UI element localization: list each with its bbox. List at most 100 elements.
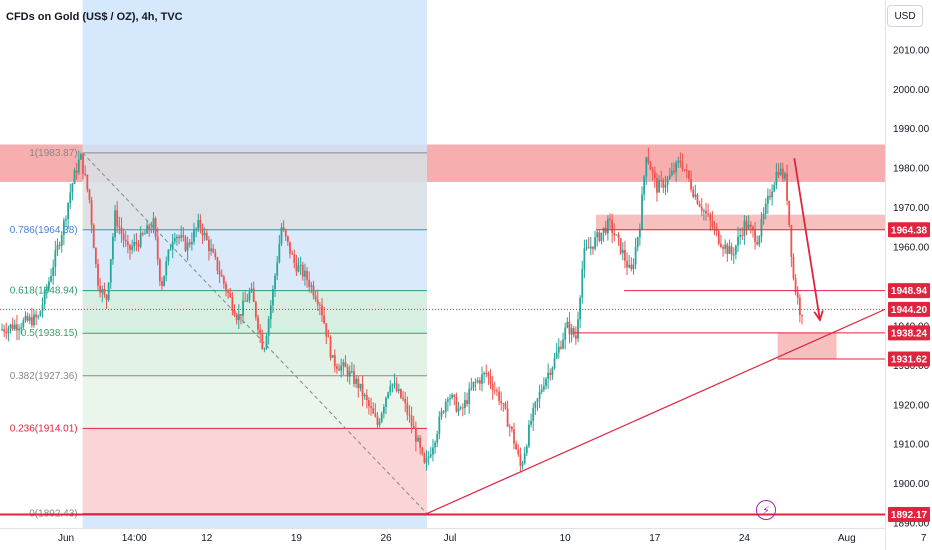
candle-body xyxy=(229,292,232,298)
candle-body xyxy=(796,292,799,298)
candle-body xyxy=(662,180,665,188)
candle-body xyxy=(389,386,392,393)
candle-body xyxy=(195,228,198,230)
time-axis-bg xyxy=(0,528,885,550)
candle-body xyxy=(56,244,59,251)
candle-body xyxy=(478,380,481,384)
candle-body xyxy=(790,225,793,258)
candle-body xyxy=(508,426,511,428)
candle-body xyxy=(466,400,468,404)
candle-body xyxy=(707,213,710,215)
candle-body xyxy=(141,232,144,235)
price-tick-label: 2000.00 xyxy=(893,85,930,96)
fib-band-0.382 xyxy=(82,375,427,429)
candle-body xyxy=(312,285,315,296)
candle-body xyxy=(615,234,618,236)
candle-body xyxy=(487,373,490,377)
candle-body xyxy=(530,420,532,425)
candle-body xyxy=(146,225,148,234)
candle-body xyxy=(596,232,599,238)
candle-body xyxy=(705,210,707,214)
lightning-icon[interactable]: ⚡ xyxy=(756,500,776,520)
candle-body xyxy=(39,311,42,317)
candle-body xyxy=(724,244,727,249)
candle-body xyxy=(291,253,294,255)
candle-body xyxy=(374,413,377,417)
price-tick-label: 1960.00 xyxy=(893,243,930,254)
zone-support-box xyxy=(777,332,837,359)
candle-body xyxy=(752,226,754,231)
candle-body xyxy=(589,246,592,249)
candle-body xyxy=(536,398,539,403)
price-tick-label: 1910.00 xyxy=(893,440,930,451)
candle-body xyxy=(711,220,714,227)
candle-body xyxy=(182,235,185,238)
candle-body xyxy=(624,249,626,261)
time-tick-label: Aug xyxy=(838,533,856,544)
candle-body xyxy=(278,243,281,263)
price-tag-bg xyxy=(888,301,930,317)
candle-body xyxy=(564,327,567,340)
candle-body xyxy=(594,237,596,249)
candle-body xyxy=(397,389,400,391)
candle-body xyxy=(604,227,607,234)
candle-body xyxy=(13,324,16,330)
candle-body xyxy=(632,264,635,270)
projection-arrow-head xyxy=(813,310,824,323)
candle-body xyxy=(178,236,180,238)
time-tick-label: 12 xyxy=(201,533,213,544)
candle-body xyxy=(621,249,624,254)
candle-body xyxy=(340,365,343,371)
candle-body xyxy=(438,416,441,434)
candle-body xyxy=(163,275,166,286)
price-tick-label: 1980.00 xyxy=(893,164,930,175)
fib-diagonal xyxy=(82,152,428,514)
candle-body xyxy=(252,288,255,302)
range-box-top xyxy=(82,0,427,153)
candle-body xyxy=(382,407,385,414)
candle-body xyxy=(214,252,217,258)
candle-body xyxy=(666,178,669,185)
candle-body xyxy=(461,407,464,409)
candle-body xyxy=(410,415,413,426)
candle-body xyxy=(720,243,722,247)
candle-body xyxy=(368,400,370,407)
candle-body xyxy=(18,328,20,331)
candle-body xyxy=(139,232,142,247)
candle-body xyxy=(65,219,67,221)
candle-body xyxy=(274,275,276,289)
candle-body xyxy=(766,195,769,204)
candle-body xyxy=(510,426,513,430)
currency-button[interactable]: USD xyxy=(887,5,923,27)
candle-body xyxy=(276,262,279,276)
candle-body xyxy=(489,376,492,384)
candle-body xyxy=(310,285,313,287)
candle-body xyxy=(338,368,340,371)
candle-body xyxy=(709,214,712,221)
candle-body xyxy=(197,219,200,229)
candle-body xyxy=(387,392,390,398)
candle-body xyxy=(60,235,63,246)
candle-body xyxy=(263,348,266,350)
fib-band-0.5 xyxy=(82,333,427,376)
candle-body xyxy=(11,324,14,330)
candle-body xyxy=(122,233,125,241)
candle-body xyxy=(52,267,55,276)
candle-body xyxy=(370,406,372,409)
candle-body xyxy=(75,170,78,173)
candle-body xyxy=(611,220,614,233)
candle-body xyxy=(451,394,454,399)
candle-body xyxy=(212,248,215,253)
candle-body xyxy=(342,362,345,366)
candle-body xyxy=(555,352,558,359)
candle-body xyxy=(414,427,417,442)
candle-body xyxy=(538,392,541,399)
candle-body xyxy=(173,238,176,242)
candle-body xyxy=(792,257,795,279)
candle-body xyxy=(449,398,451,400)
candle-body xyxy=(769,195,771,198)
candle-body xyxy=(545,378,547,387)
